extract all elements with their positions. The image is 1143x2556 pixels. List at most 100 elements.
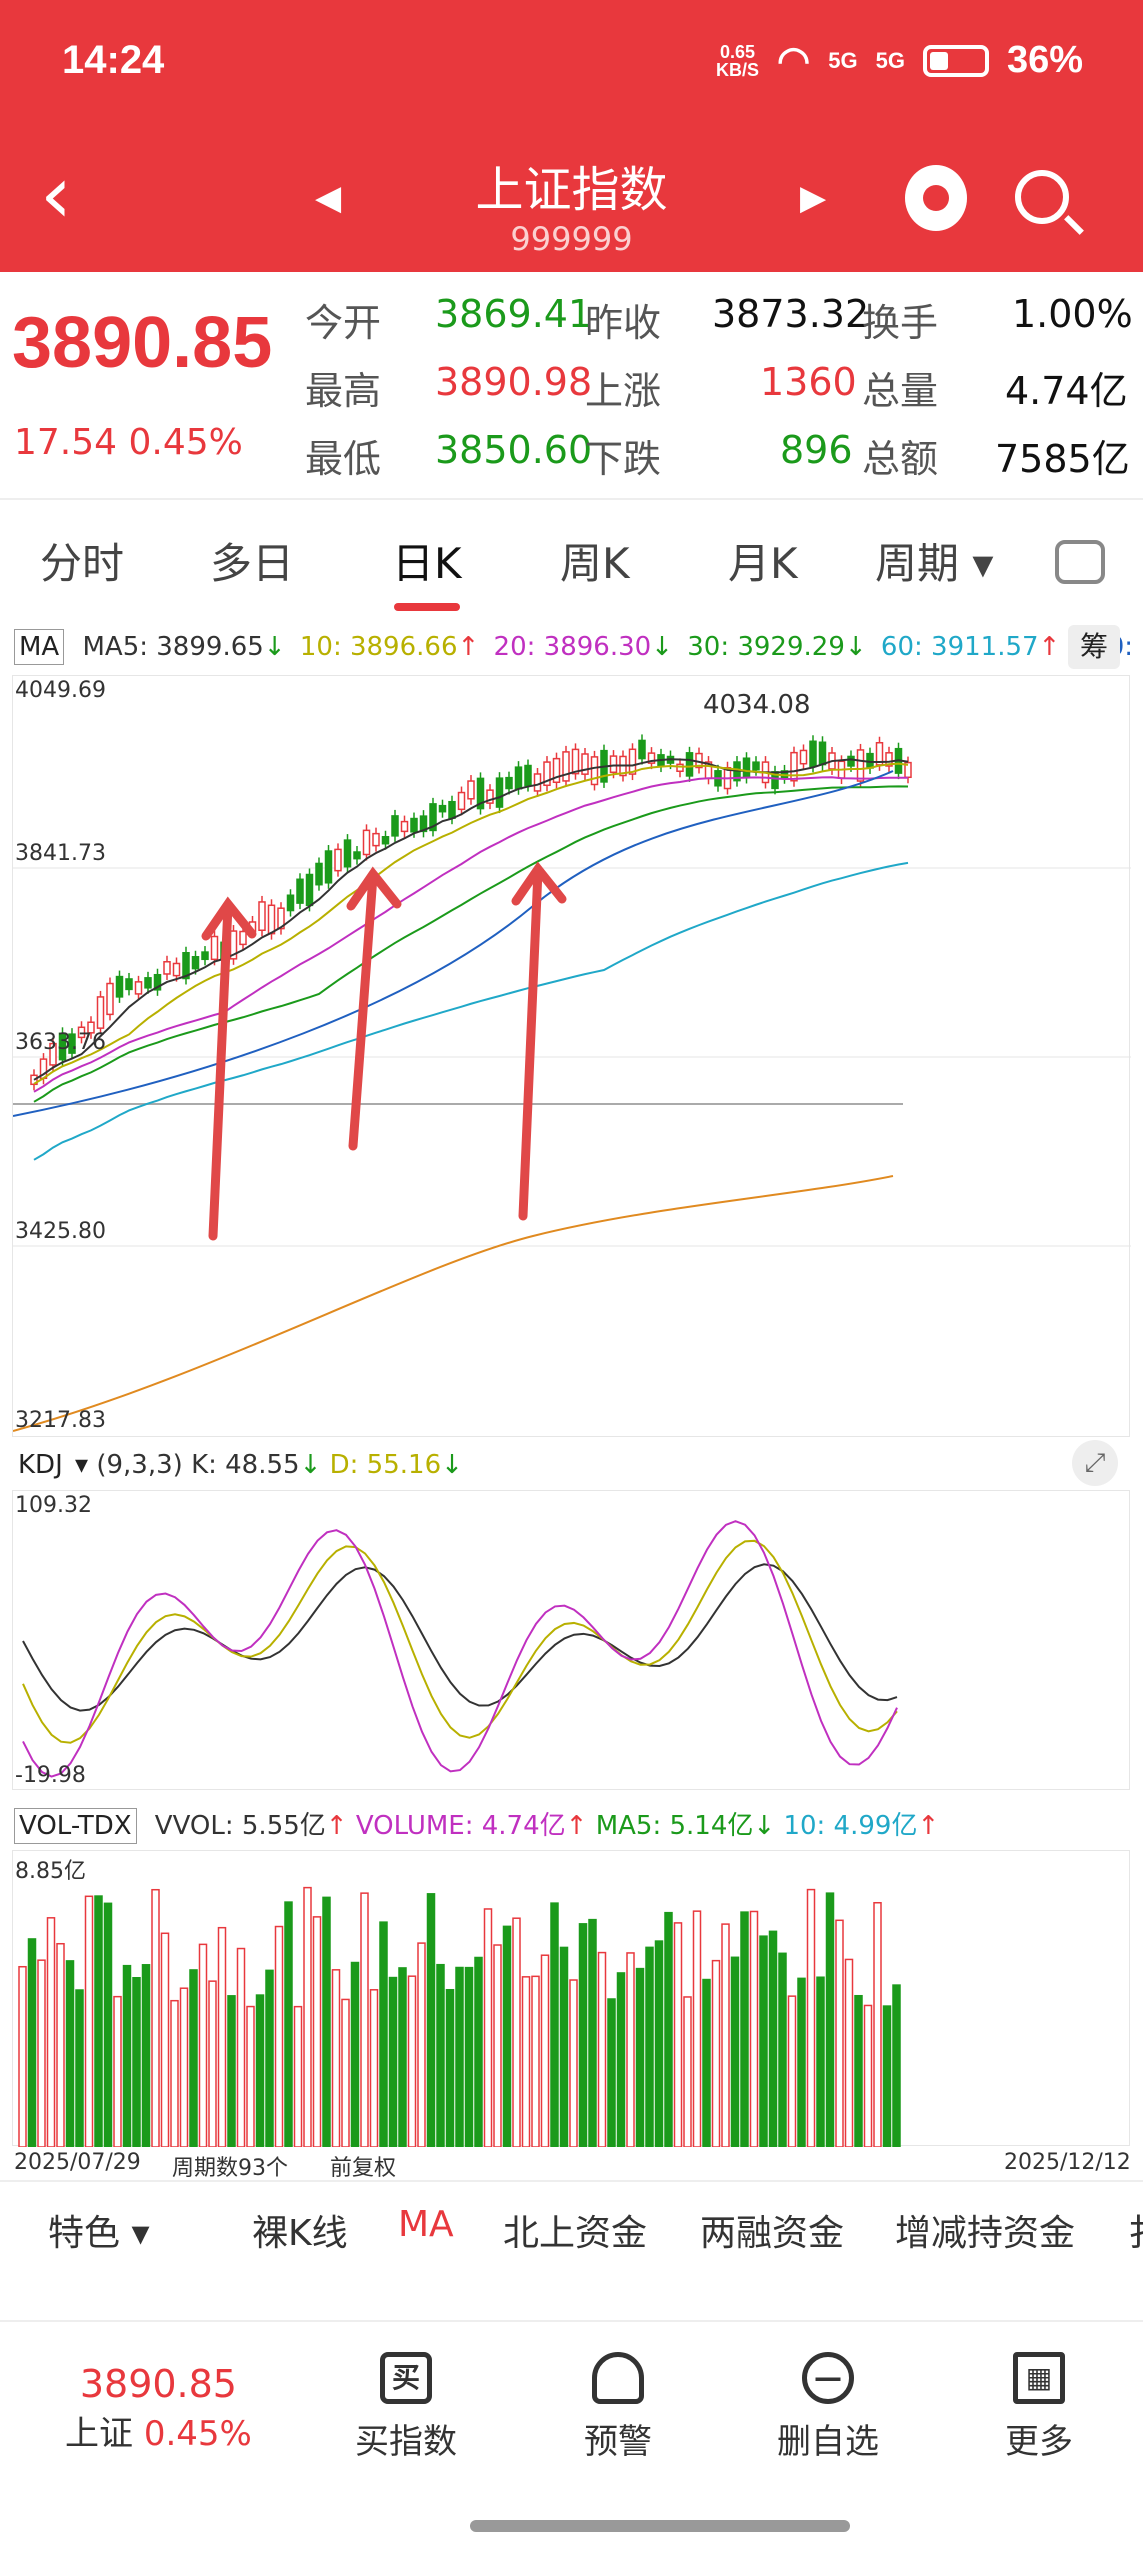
volume-bar	[293, 2005, 303, 2148]
grid-icon: ▦	[1013, 2352, 1065, 2404]
candle-body	[305, 873, 314, 907]
price-change: 17.54 0.45%	[14, 422, 243, 463]
candle-body	[115, 975, 124, 998]
volume-bar	[844, 1958, 854, 2148]
turnover-label: 换手	[862, 301, 939, 345]
candle-body	[457, 791, 466, 811]
nav-more[interactable]: ▦ 更多	[1005, 2352, 1073, 2463]
candle-body	[334, 848, 342, 872]
amount-value: 7585亿	[995, 437, 1130, 481]
volume-bar	[141, 1964, 151, 2148]
tab-holdings[interactable]: 增减持资金	[895, 2213, 1076, 2254]
nav-remove-watch[interactable]: — 删自选	[777, 2352, 879, 2463]
tab-northbound[interactable]: 北上资金	[503, 2213, 648, 2254]
kdj-selector[interactable]: KDJ	[18, 1450, 63, 1480]
open-label: 今开	[305, 301, 382, 345]
volume-bar	[740, 1911, 749, 2148]
candle-body	[628, 748, 637, 775]
kdj-chart: 109.32 -19.98	[12, 1490, 1130, 1790]
tab-period[interactable]: 周期 ▾	[875, 539, 994, 588]
volume-bar	[616, 1972, 626, 2148]
mascot-icon[interactable]	[905, 165, 967, 231]
tab-weekly-k[interactable]: 周K	[560, 539, 630, 588]
candle-body	[467, 780, 475, 800]
period-tabs: 分时 多日 日K 周K 月K 周期 ▾	[0, 520, 1143, 611]
current-price: 3890.85	[12, 303, 273, 383]
next-stock-icon[interactable]: ▶	[800, 178, 827, 218]
volume-bar	[835, 1919, 844, 2148]
candle-body	[267, 904, 276, 935]
tab-monthly-k[interactable]: 月K	[728, 539, 798, 588]
volume-bar	[350, 1961, 360, 2148]
volume-bar	[863, 2004, 873, 2148]
nav-quote[interactable]: 3890.85 上证 0.45%	[65, 2362, 252, 2454]
period-count: 周期数93个	[172, 2156, 288, 2181]
volume-bar	[360, 1892, 369, 2148]
volume-bar	[388, 1976, 398, 2148]
volume-bar	[654, 1940, 664, 2148]
volume-bar	[407, 1975, 417, 2148]
tab-multiday[interactable]: 多日	[210, 539, 295, 588]
volume-bar	[512, 1917, 521, 2148]
candle-body	[904, 761, 912, 779]
candle-body	[505, 776, 513, 790]
volume-bar	[683, 1996, 692, 2148]
candle-body	[647, 752, 656, 764]
candle-body	[239, 930, 247, 946]
tab-feature[interactable]: 特色 ▾	[48, 2213, 150, 2254]
kdj-bottom: -19.98	[15, 1763, 86, 1788]
volume-bar	[607, 1998, 616, 2148]
volume-bar	[749, 1910, 759, 2148]
tab-intraday[interactable]: 分时	[40, 539, 125, 588]
volume-bar	[160, 1932, 170, 2148]
tab-margin[interactable]: 两融资金	[700, 2213, 845, 2254]
volume-bar	[426, 1893, 436, 2148]
candle-body	[400, 820, 409, 833]
nav-buy[interactable]: 买买指数	[355, 2352, 457, 2463]
volume-bar	[208, 1980, 217, 2148]
buy-icon: 买	[380, 2352, 432, 2404]
volume-bar	[673, 1922, 683, 2148]
candle-body	[324, 850, 333, 884]
tab-daily-k[interactable]: 日K	[392, 530, 462, 611]
volume-bar	[322, 1896, 331, 2148]
volume-bar	[559, 1946, 569, 2148]
volume-bar	[265, 1969, 274, 2148]
ma-selector[interactable]: MA	[14, 629, 65, 665]
tab-naked-k[interactable]: 裸K线	[252, 2213, 348, 2254]
candle-body	[809, 740, 817, 768]
battery-level: 36%	[1006, 39, 1083, 81]
annotation-arrow	[208, 901, 233, 1241]
nav-alert[interactable]: 预警	[584, 2352, 652, 2463]
vol-selector[interactable]: VOL-TDX	[14, 1808, 137, 1844]
volume-bar	[569, 1979, 578, 2148]
low-value: 3850.60	[435, 428, 593, 472]
page-title: 上证指数	[475, 162, 668, 218]
ma-line	[33, 785, 909, 1103]
candle-body	[752, 761, 760, 771]
kdj-line	[22, 1520, 898, 1778]
settings-icon[interactable]	[1055, 540, 1105, 584]
volume-bar	[65, 1960, 75, 2148]
volume-bar	[702, 1978, 711, 2148]
candle-body	[581, 753, 589, 775]
tab-ma[interactable]: MA	[398, 2204, 454, 2245]
search-icon[interactable]	[1015, 170, 1069, 224]
candle-body	[163, 961, 171, 975]
y-tick-2: 3841.73	[15, 841, 106, 866]
vol-top: 8.85亿	[15, 1859, 86, 1884]
volume-bar	[787, 1995, 797, 2148]
candle-body	[742, 757, 751, 779]
down-count-value: 896	[780, 428, 853, 472]
volume-bar	[588, 1918, 597, 2148]
tab-more-partial[interactable]: 扌	[1128, 2204, 1143, 2256]
chip-button[interactable]: 筹	[1068, 625, 1120, 669]
prev-stock-icon[interactable]: ◀	[315, 178, 342, 218]
volume-bar	[531, 1975, 540, 2148]
back-icon[interactable]: ‹	[40, 148, 72, 241]
candle-body	[847, 755, 855, 767]
candle-body	[96, 996, 105, 1029]
candle-body	[30, 1074, 38, 1086]
candle-body	[372, 832, 380, 847]
expand-icon[interactable]: ⤢	[1072, 1440, 1118, 1486]
